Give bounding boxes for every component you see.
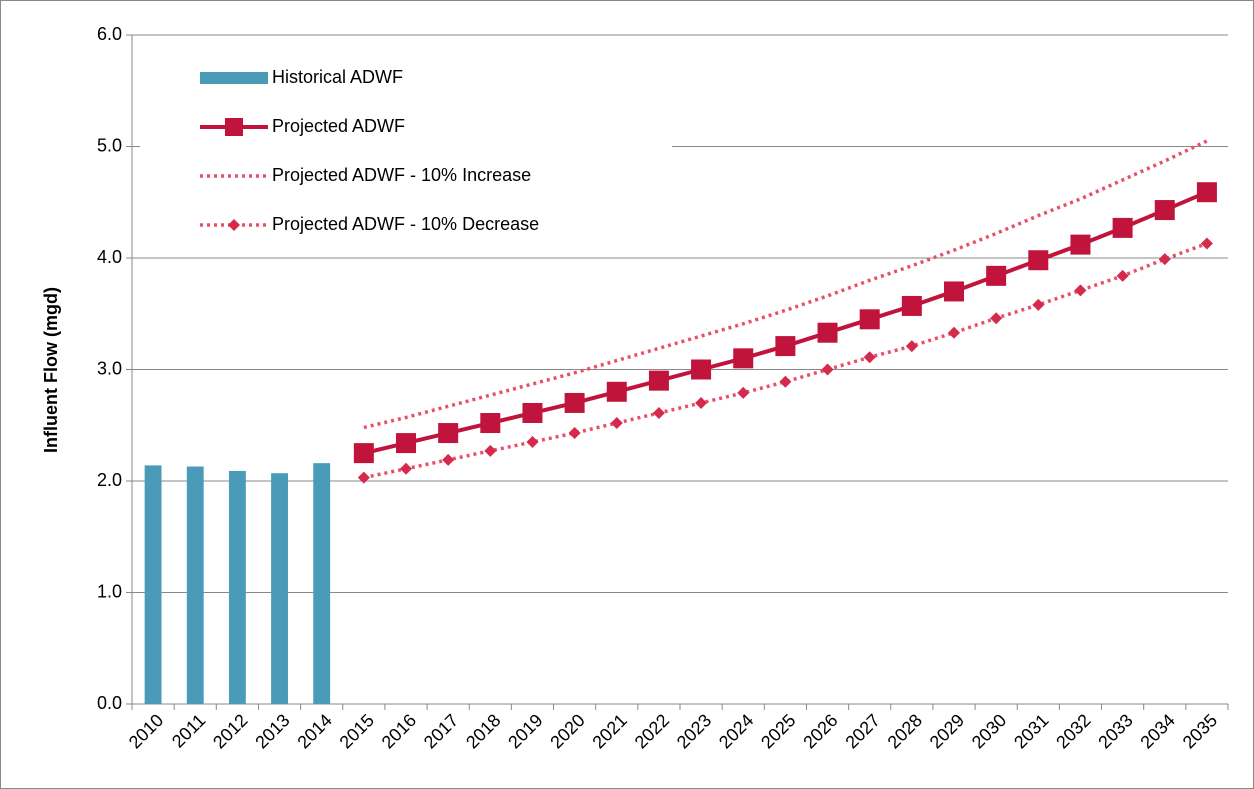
marker (905, 340, 918, 353)
line (363, 139, 1208, 430)
bar (271, 473, 288, 704)
marker (526, 435, 539, 448)
marker (901, 295, 922, 316)
legend-marker (228, 219, 240, 231)
y-tick-label: 2.0 (97, 470, 122, 490)
marker (1158, 253, 1171, 266)
legend-label: Projected ADWF - 10% Decrease (272, 214, 539, 234)
marker (1112, 217, 1133, 238)
marker (817, 322, 838, 343)
marker (733, 348, 754, 369)
y-tick-label: 5.0 (97, 135, 122, 155)
marker (986, 265, 1007, 286)
legend-label: Projected ADWF (272, 116, 405, 136)
marker (610, 417, 623, 430)
bar (228, 470, 246, 704)
marker (1196, 182, 1217, 203)
marker (442, 453, 455, 466)
marker (1116, 269, 1129, 282)
marker (821, 363, 834, 376)
marker (948, 326, 960, 339)
marker (863, 351, 876, 364)
marker (737, 386, 750, 399)
marker (1154, 200, 1175, 221)
y-tick-label: 3.0 (97, 358, 122, 378)
marker (1074, 284, 1087, 297)
y-tick-label: 4.0 (97, 247, 122, 267)
marker (1070, 234, 1091, 255)
marker (357, 471, 370, 484)
bar (186, 466, 204, 704)
marker (691, 359, 712, 380)
marker (944, 281, 964, 302)
marker (1028, 250, 1049, 271)
marker (695, 396, 708, 409)
marker (522, 402, 543, 423)
bar (313, 463, 331, 704)
bar (144, 465, 162, 704)
marker (775, 336, 796, 357)
y-tick-label: 0.0 (97, 693, 122, 713)
marker (480, 413, 501, 434)
marker (438, 423, 459, 444)
marker (396, 433, 416, 454)
marker (990, 312, 1003, 325)
legend-swatch (200, 72, 268, 84)
legend-label: Historical ADWF (272, 67, 403, 87)
marker (606, 381, 627, 402)
marker (1032, 298, 1045, 311)
legend-marker (225, 118, 243, 136)
marker (353, 443, 374, 464)
marker (648, 370, 669, 391)
marker (779, 375, 792, 388)
y-tick-label: 6.0 (97, 24, 122, 44)
marker (859, 309, 880, 330)
marker (1200, 237, 1213, 250)
y-axis-label: Influent Flow (mgd) (41, 287, 61, 453)
marker (652, 406, 665, 419)
marker (568, 427, 581, 440)
y-tick-label: 1.0 (97, 581, 122, 601)
marker (400, 462, 412, 475)
marker (484, 444, 497, 457)
marker (564, 392, 585, 413)
legend-label: Projected ADWF - 10% Increase (272, 165, 531, 185)
